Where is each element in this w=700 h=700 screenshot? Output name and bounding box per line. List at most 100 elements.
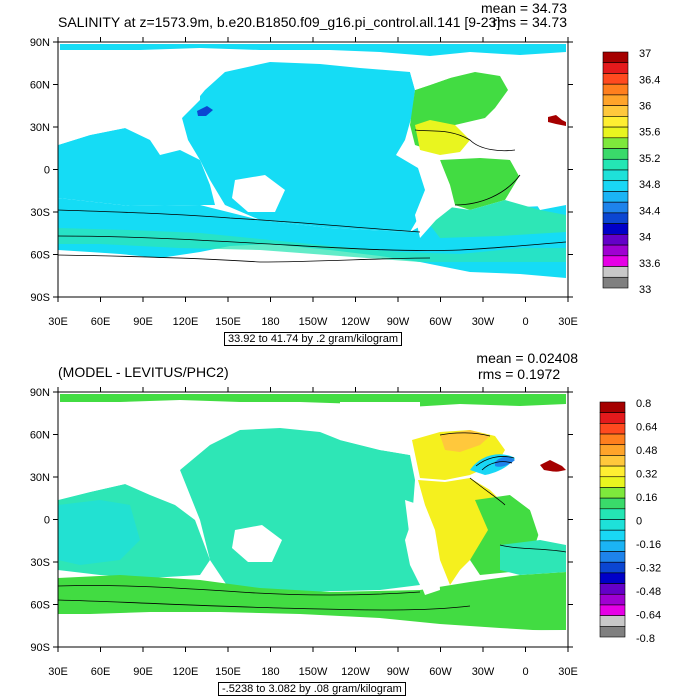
legend-swatch bbox=[599, 593, 626, 606]
lat-label: 30N bbox=[30, 472, 50, 484]
panel1-japan-sea bbox=[197, 106, 213, 116]
legend-label: 37 bbox=[639, 48, 651, 60]
panel1-southern-teal-band bbox=[58, 228, 566, 262]
lon-label: 150E bbox=[215, 316, 241, 328]
legend-label: 34.8 bbox=[639, 179, 660, 191]
legend-swatch bbox=[602, 62, 629, 74]
lon-label: 120E bbox=[173, 666, 199, 678]
legend-swatch bbox=[599, 615, 626, 627]
panel1-rms: rms = 34.73 bbox=[492, 14, 567, 30]
legend-swatch bbox=[602, 158, 629, 171]
lon-label: 90E bbox=[133, 316, 153, 328]
panel1-contour-5 bbox=[454, 174, 521, 206]
lon-label: 60W bbox=[429, 316, 452, 328]
legend-swatch bbox=[602, 191, 629, 203]
legend-label: 34 bbox=[639, 232, 651, 244]
legend-swatch bbox=[602, 94, 629, 106]
panel2-contour-1 bbox=[58, 585, 421, 596]
legend-swatch bbox=[599, 604, 626, 616]
lat-label: 90S bbox=[30, 292, 50, 304]
legend-swatch bbox=[602, 255, 629, 267]
legend-swatch bbox=[602, 137, 629, 149]
lon-label: 90W bbox=[387, 666, 410, 678]
legend-swatch bbox=[599, 572, 626, 584]
lat-label: 90S bbox=[30, 642, 50, 654]
panel2-pacific-ocean bbox=[180, 428, 420, 592]
legend-label: 0 bbox=[636, 516, 642, 528]
lon-label: 120W bbox=[341, 666, 370, 678]
legend-swatch bbox=[599, 508, 626, 520]
panel2-contour-2 bbox=[58, 599, 471, 611]
legend-swatch bbox=[602, 105, 629, 117]
legend-swatch bbox=[602, 148, 629, 160]
legend-swatch bbox=[602, 212, 629, 224]
legend-label: 36 bbox=[639, 101, 651, 113]
legend-label: -0.32 bbox=[636, 563, 661, 575]
panel1-mean: mean = 34.73 bbox=[480, 0, 567, 16]
legend-swatch bbox=[599, 487, 626, 499]
lon-label: 150W bbox=[299, 316, 328, 328]
lon-label: 60W bbox=[429, 666, 452, 678]
lon-label: 30E bbox=[48, 666, 68, 678]
legend-swatch bbox=[599, 401, 626, 413]
panel2-contour-4 bbox=[469, 477, 506, 506]
panel1-south-atlantic bbox=[440, 158, 520, 210]
lat-label: 30S bbox=[30, 207, 50, 219]
legend-swatch bbox=[599, 540, 626, 552]
panel2-contour-6 bbox=[481, 461, 513, 471]
lon-label: 60E bbox=[91, 666, 111, 678]
legend-label: 0.48 bbox=[636, 445, 657, 457]
legend-swatch bbox=[599, 465, 626, 478]
panel1-title: SALINITY at z=1573.9m, b.e20.B1850.f09_g… bbox=[58, 14, 501, 30]
legend-swatch bbox=[602, 201, 629, 214]
legend-swatch bbox=[599, 423, 626, 435]
lat-label: 60S bbox=[30, 600, 50, 612]
panel1-range-box: 33.92 to 41.74 by .2 gram/kilogram bbox=[224, 332, 402, 346]
lon-label: 150W bbox=[299, 666, 328, 678]
legend-label: 35.6 bbox=[639, 127, 660, 139]
panel2-land-eurasia bbox=[58, 402, 200, 500]
panel2-land-africa bbox=[510, 470, 566, 540]
lon-label: 0 bbox=[522, 666, 528, 678]
legend-label: -0.8 bbox=[636, 633, 655, 645]
panel2-contour-3 bbox=[499, 544, 567, 553]
panel2-rms: rms = 0.1972 bbox=[478, 366, 561, 382]
legend-swatch bbox=[602, 234, 629, 246]
legend-swatch bbox=[602, 244, 629, 257]
panel2-indian-ocean bbox=[58, 484, 210, 578]
lon-label: 120W bbox=[341, 316, 370, 328]
lon-label: 180 bbox=[261, 666, 279, 678]
panel2-land-south-america bbox=[405, 500, 440, 595]
axes-layer: 90N 60N 30N 0 30S 60S 90S 30E 60E 90E 120E 150E 180 1… bbox=[30, 37, 578, 678]
legend-swatch bbox=[599, 529, 626, 542]
legend-swatch bbox=[599, 583, 626, 595]
panel1-atlantic-subtropical bbox=[415, 120, 470, 155]
panel1-arctic-ocean bbox=[60, 44, 566, 56]
legend-swatch bbox=[602, 223, 629, 235]
lon-label: 30W bbox=[472, 666, 495, 678]
legend-swatch bbox=[599, 476, 626, 488]
legend-swatch bbox=[602, 266, 629, 278]
legend-label: -0.48 bbox=[636, 586, 661, 598]
lon-label: 30E bbox=[558, 316, 578, 328]
lat-label: 90N bbox=[30, 387, 50, 399]
panel2-mediterranean bbox=[540, 460, 566, 472]
legend-swatch bbox=[602, 51, 629, 64]
legend-label: 35.2 bbox=[639, 153, 660, 165]
legend-swatch bbox=[599, 444, 626, 456]
lon-label: 0 bbox=[522, 316, 528, 328]
legend-swatch bbox=[599, 551, 626, 563]
lat-label: 30N bbox=[30, 122, 50, 134]
legend-label: 0.32 bbox=[636, 469, 657, 481]
legend-swatch bbox=[599, 412, 626, 424]
panel2-mean: mean = 0.02408 bbox=[476, 350, 578, 366]
panel1-land-americas bbox=[396, 55, 470, 238]
panel1-contour-3 bbox=[58, 254, 431, 263]
lat-label: 0 bbox=[44, 515, 50, 527]
lon-label: 180 bbox=[261, 316, 279, 328]
legend-swatch bbox=[599, 561, 626, 574]
panel1-land-antarctica bbox=[58, 278, 566, 297]
legend-label: 0.64 bbox=[636, 422, 657, 434]
panel2-map bbox=[58, 392, 568, 647]
panel2-arctic-ocean bbox=[60, 394, 566, 407]
